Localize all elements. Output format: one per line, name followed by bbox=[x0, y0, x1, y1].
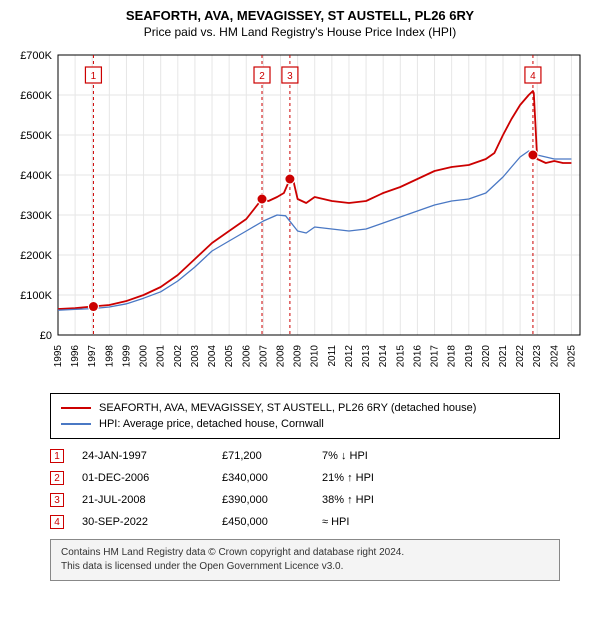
svg-text:2: 2 bbox=[259, 71, 265, 82]
svg-text:£400K: £400K bbox=[20, 170, 52, 182]
chart-container: SEAFORTH, AVA, MEVAGISSEY, ST AUSTELL, P… bbox=[0, 0, 600, 589]
svg-text:£300K: £300K bbox=[20, 210, 52, 222]
legend-label: SEAFORTH, AVA, MEVAGISSEY, ST AUSTELL, P… bbox=[99, 400, 476, 416]
legend-swatch bbox=[61, 407, 91, 409]
svg-text:1995: 1995 bbox=[53, 345, 64, 368]
chart-area: £0 £100K £200K £300K £400K £500K £600K £700K 199… bbox=[10, 45, 590, 385]
svg-text:£200K: £200K bbox=[20, 250, 52, 262]
svg-text:2017: 2017 bbox=[430, 345, 441, 368]
svg-text:2015: 2015 bbox=[395, 345, 406, 368]
sale-diff: ≈ HPI bbox=[322, 516, 432, 528]
svg-text:£600K: £600K bbox=[20, 90, 52, 102]
svg-text:1998: 1998 bbox=[104, 345, 115, 368]
svg-text:2019: 2019 bbox=[464, 345, 475, 368]
sale-date: 21-JUL-2008 bbox=[82, 494, 222, 506]
svg-text:2023: 2023 bbox=[532, 345, 543, 368]
svg-text:3: 3 bbox=[287, 71, 293, 82]
legend: SEAFORTH, AVA, MEVAGISSEY, ST AUSTELL, P… bbox=[50, 393, 560, 439]
svg-text:2010: 2010 bbox=[310, 345, 321, 368]
sale-price: £71,200 bbox=[222, 450, 322, 462]
sale-marker: 1 bbox=[50, 449, 64, 463]
footer-line-2: This data is licensed under the Open Gov… bbox=[61, 560, 549, 574]
svg-text:1: 1 bbox=[91, 71, 97, 82]
sale-price: £340,000 bbox=[222, 472, 322, 484]
footer-attribution: Contains HM Land Registry data © Crown c… bbox=[50, 539, 560, 581]
svg-text:2020: 2020 bbox=[481, 345, 492, 368]
svg-text:2014: 2014 bbox=[378, 345, 389, 368]
svg-text:2006: 2006 bbox=[241, 345, 252, 368]
svg-text:2008: 2008 bbox=[275, 345, 286, 368]
svg-text:2021: 2021 bbox=[498, 345, 509, 368]
svg-text:1997: 1997 bbox=[87, 345, 98, 368]
svg-text:2012: 2012 bbox=[344, 345, 355, 368]
chart-title: SEAFORTH, AVA, MEVAGISSEY, ST AUSTELL, P… bbox=[10, 8, 590, 23]
svg-text:1999: 1999 bbox=[121, 345, 132, 368]
sale-price: £390,000 bbox=[222, 494, 322, 506]
svg-text:4: 4 bbox=[530, 71, 536, 82]
line-chart: £0 £100K £200K £300K £400K £500K £600K £700K 199… bbox=[10, 45, 590, 385]
svg-text:£100K: £100K bbox=[20, 290, 52, 302]
svg-text:2007: 2007 bbox=[258, 345, 269, 368]
sale-price: £450,000 bbox=[222, 516, 322, 528]
svg-text:1996: 1996 bbox=[70, 345, 81, 368]
legend-item: SEAFORTH, AVA, MEVAGISSEY, ST AUSTELL, P… bbox=[61, 400, 549, 416]
svg-text:2009: 2009 bbox=[293, 345, 304, 368]
legend-swatch bbox=[61, 423, 91, 425]
svg-text:2005: 2005 bbox=[224, 345, 235, 368]
legend-label: HPI: Average price, detached house, Corn… bbox=[99, 416, 324, 432]
legend-item: HPI: Average price, detached house, Corn… bbox=[61, 416, 549, 432]
sale-diff: 7% ↓ HPI bbox=[322, 450, 432, 462]
svg-text:2016: 2016 bbox=[412, 345, 423, 368]
sale-marker: 3 bbox=[50, 493, 64, 507]
svg-text:2002: 2002 bbox=[173, 345, 184, 368]
sale-diff: 38% ↑ HPI bbox=[322, 494, 432, 506]
sales-table: 124-JAN-1997£71,2007% ↓ HPI201-DEC-2006£… bbox=[50, 445, 560, 533]
svg-text:2022: 2022 bbox=[515, 345, 526, 368]
sale-row: 2 01-DEC-2006£340,00021% ↑ HPI bbox=[50, 467, 560, 489]
sale-row: 4 30-SEP-2022£450,000≈ HPI bbox=[50, 511, 560, 533]
sale-marker: 4 bbox=[50, 515, 64, 529]
sale-date: 01-DEC-2006 bbox=[82, 472, 222, 484]
sale-row: 1 24-JAN-1997£71,2007% ↓ HPI bbox=[50, 445, 560, 467]
svg-text:2000: 2000 bbox=[139, 345, 150, 368]
sale-marker: 2 bbox=[50, 471, 64, 485]
svg-text:2001: 2001 bbox=[156, 345, 167, 368]
svg-text:2004: 2004 bbox=[207, 345, 218, 368]
sale-diff: 21% ↑ HPI bbox=[322, 472, 432, 484]
sale-row: 3 21-JUL-2008£390,00038% ↑ HPI bbox=[50, 489, 560, 511]
svg-text:2003: 2003 bbox=[190, 345, 201, 368]
footer-line-1: Contains HM Land Registry data © Crown c… bbox=[61, 546, 549, 560]
sale-date: 30-SEP-2022 bbox=[82, 516, 222, 528]
chart-subtitle: Price paid vs. HM Land Registry's House … bbox=[10, 25, 590, 39]
sale-date: 24-JAN-1997 bbox=[82, 450, 222, 462]
svg-text:2024: 2024 bbox=[549, 345, 560, 368]
svg-text:2011: 2011 bbox=[327, 345, 338, 367]
svg-text:2025: 2025 bbox=[566, 345, 577, 368]
svg-text:2013: 2013 bbox=[361, 345, 372, 368]
svg-text:£0: £0 bbox=[40, 330, 52, 342]
svg-text:2018: 2018 bbox=[447, 345, 458, 368]
svg-text:£700K: £700K bbox=[20, 50, 52, 62]
svg-text:£500K: £500K bbox=[20, 130, 52, 142]
